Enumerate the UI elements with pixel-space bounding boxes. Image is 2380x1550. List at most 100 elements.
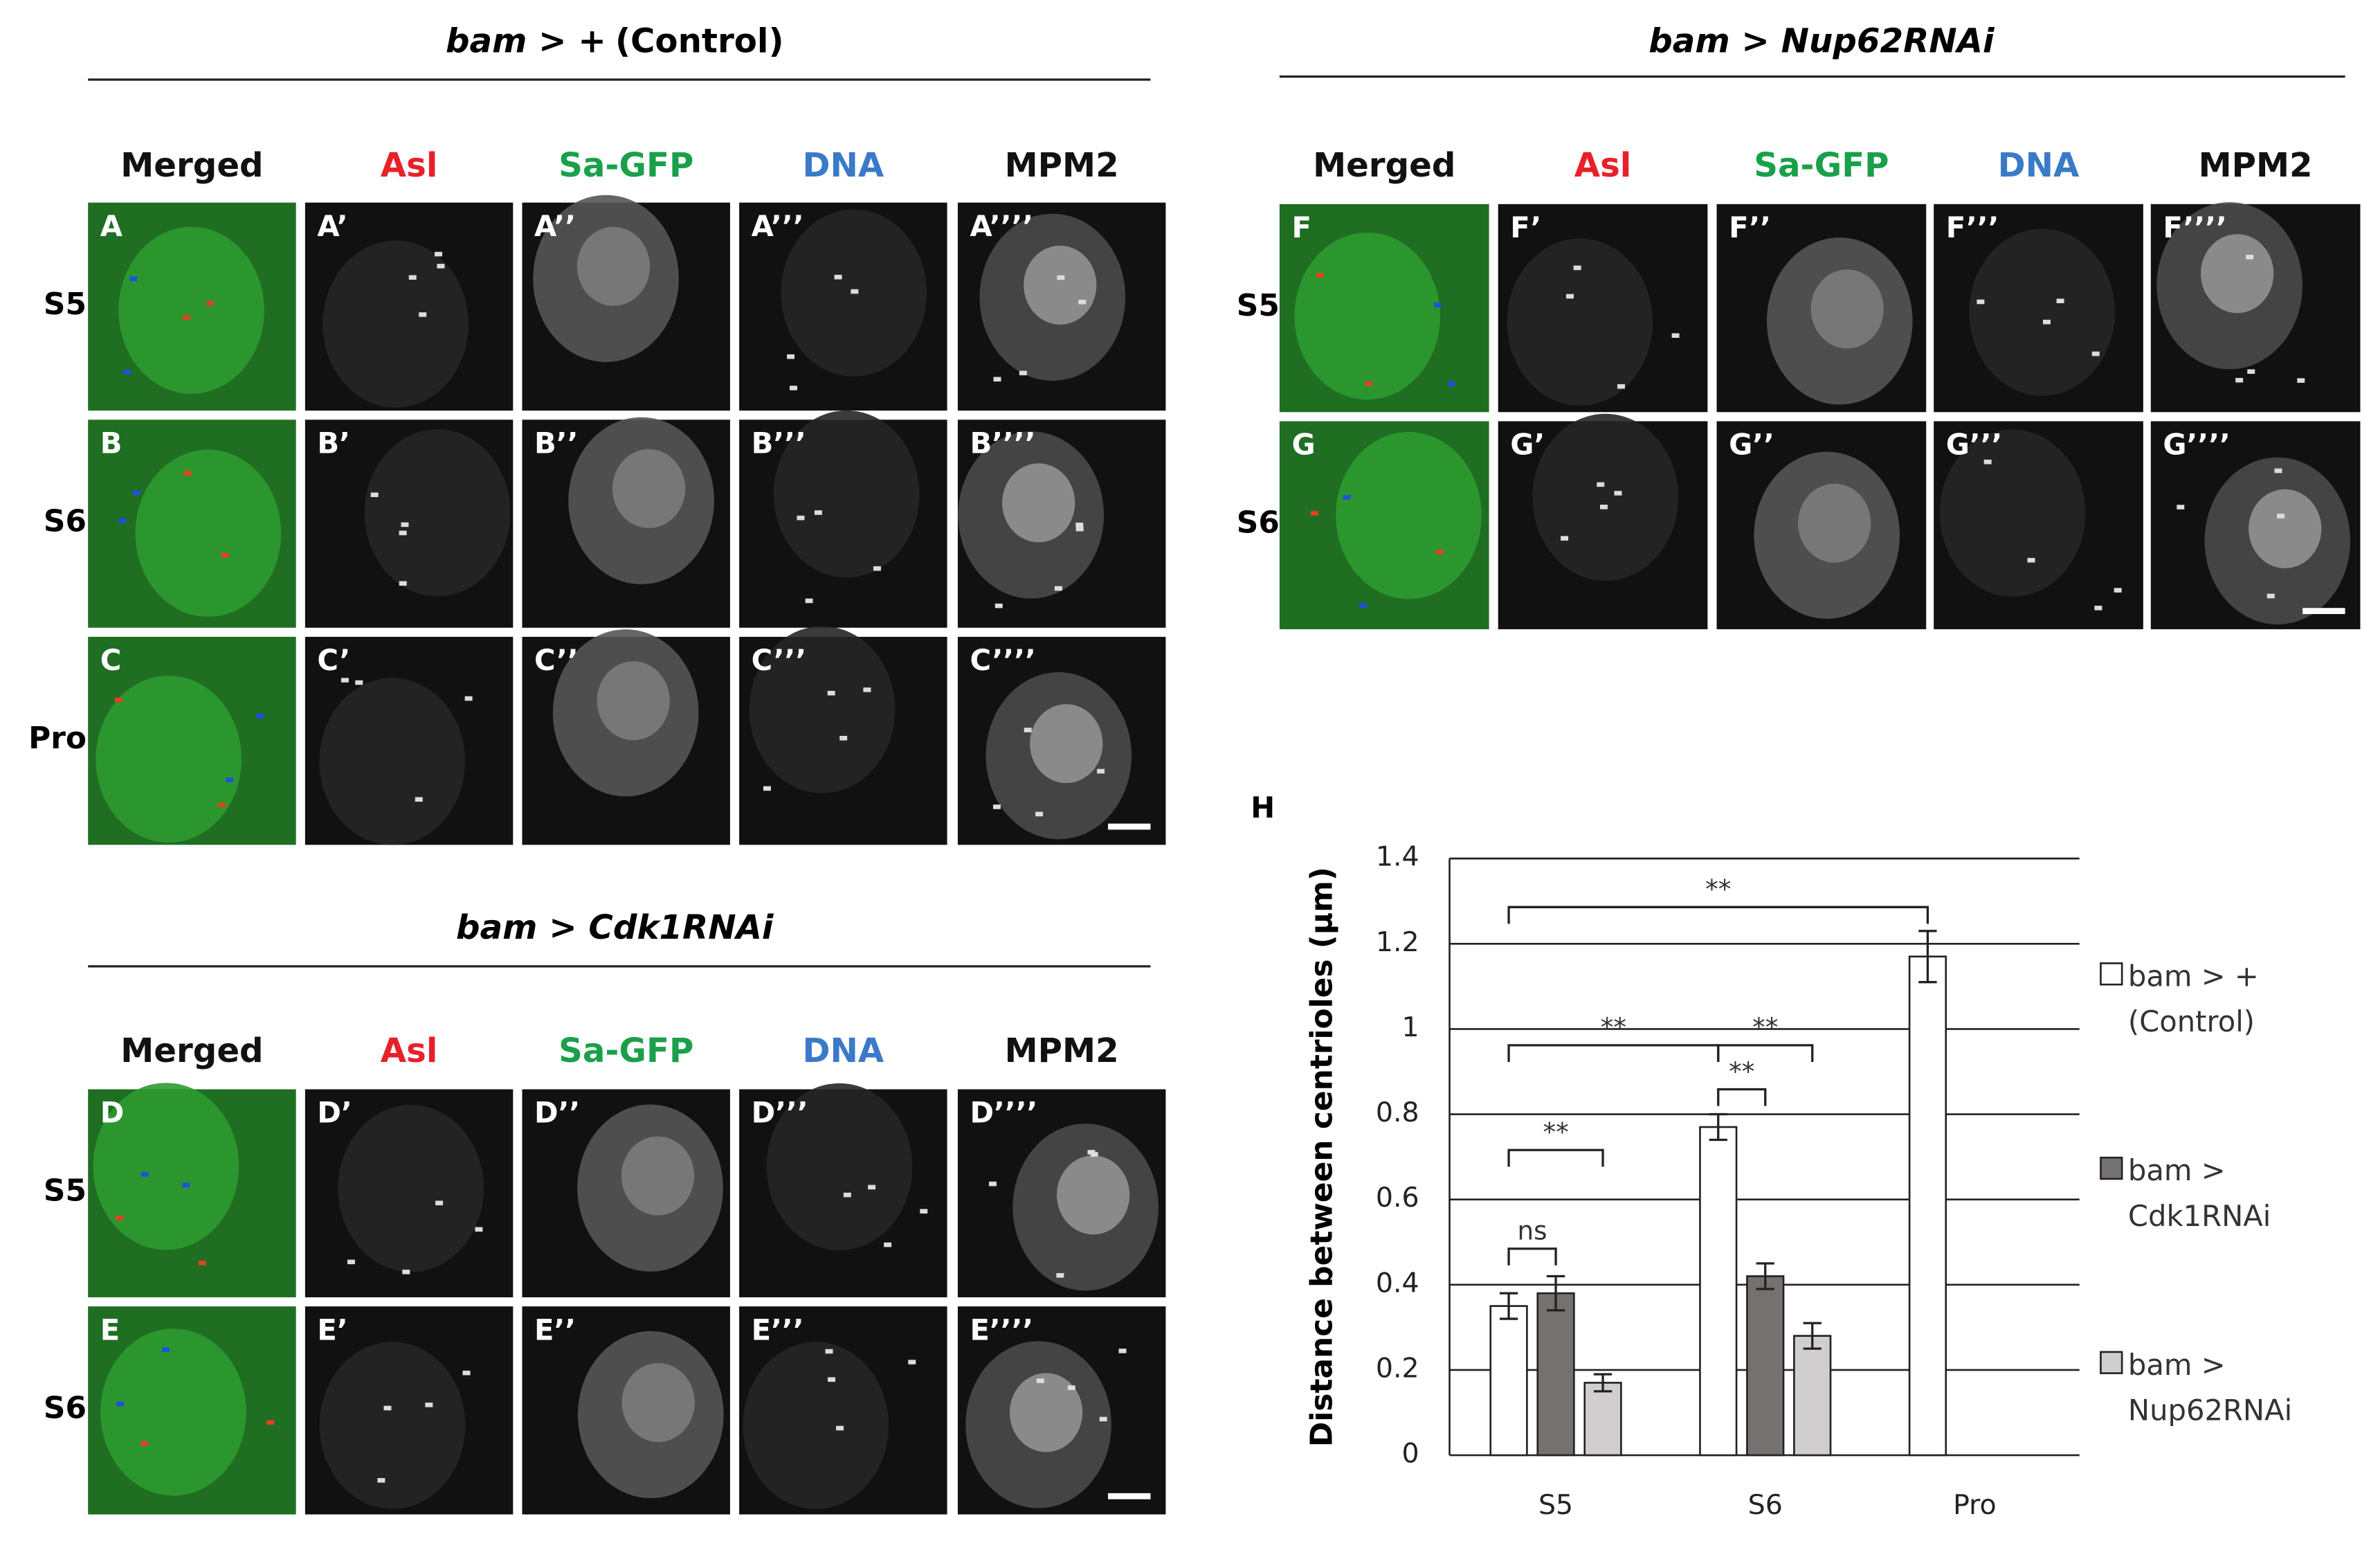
bar: [1746, 1275, 1785, 1457]
row-label: S6: [44, 1390, 87, 1425]
spot: [1671, 333, 1680, 338]
y-tick-label: 0.6: [1376, 1182, 1419, 1214]
column-header: DNA: [1998, 146, 2080, 185]
bar: [1793, 1335, 1832, 1457]
y-tick-label: 1: [1402, 1011, 1419, 1043]
spot: [1600, 505, 1608, 510]
spot: [129, 276, 138, 281]
cell: [93, 1083, 239, 1250]
cell: [319, 1342, 466, 1509]
panel-letter: D’: [317, 1096, 352, 1130]
spot: [377, 1478, 385, 1483]
cell: [323, 240, 469, 408]
spot: [2056, 298, 2064, 303]
bar: [1908, 955, 1947, 1457]
x-tick-label: S5: [1538, 1489, 1573, 1521]
spot: [843, 1192, 851, 1198]
significance-label: **: [1601, 1012, 1626, 1043]
nucleus: [1002, 463, 1075, 543]
spot: [1597, 482, 1605, 487]
column-header: Sa-GFP: [558, 1031, 693, 1070]
nucleus: [576, 226, 651, 306]
y-axis-label: Distance between centrioles (µm): [1305, 867, 1340, 1447]
bar: [1699, 1126, 1738, 1457]
nucleus: [621, 1362, 695, 1443]
legend-swatch: [2100, 1351, 2123, 1374]
scale-bar: [2302, 608, 2345, 615]
spot: [2027, 557, 2035, 563]
panel-letter: E’: [317, 1313, 347, 1346]
spot: [462, 1370, 471, 1376]
spot: [464, 696, 473, 701]
spot: [1617, 384, 1625, 389]
column-header: MPM2: [2199, 146, 2313, 185]
spot: [340, 678, 349, 683]
spot: [2267, 593, 2275, 599]
scale-bar: [1108, 823, 1151, 830]
spot: [1614, 491, 1622, 496]
title-part: bam > +: [446, 21, 606, 60]
spot: [828, 1377, 835, 1382]
cell: [364, 429, 511, 597]
row-label: Pro: [28, 721, 87, 756]
legend-label: bam > Cdk1RNAi: [2127, 1154, 2271, 1234]
row-label: S5: [1237, 288, 1280, 323]
spot: [827, 690, 835, 696]
panel-letter: A’’: [534, 209, 576, 243]
spot: [116, 1401, 125, 1407]
spot: [183, 471, 192, 476]
spot: [1057, 275, 1065, 280]
cell: [1939, 429, 2086, 597]
spot: [1433, 303, 1442, 307]
panel-letter: G’’: [1729, 428, 1774, 462]
panel-letter: G: [1291, 428, 1315, 462]
spot: [221, 552, 229, 558]
spot: [347, 1259, 355, 1265]
spot: [1561, 536, 1569, 541]
spot: [2235, 377, 2244, 383]
significance-label: ns: [1518, 1216, 1547, 1246]
panel-letter: A’’’’: [970, 209, 1033, 243]
spot: [1090, 1152, 1098, 1157]
spot: [355, 680, 363, 685]
spot: [435, 251, 442, 257]
panel-letter: E’’’: [752, 1313, 804, 1346]
cell: [135, 449, 282, 617]
spot: [763, 786, 771, 791]
significance-label: **: [1543, 1117, 1568, 1147]
cell: [100, 1328, 246, 1496]
error-bar: [1803, 1322, 1822, 1350]
panel-letter: C’’’’: [970, 643, 1035, 677]
significance-bracket: [1717, 1088, 1767, 1106]
cell: [338, 1105, 484, 1272]
spot: [198, 1261, 206, 1265]
spot: [475, 1227, 483, 1232]
spot: [402, 1270, 410, 1274]
spot: [851, 289, 859, 294]
spot: [2114, 588, 2122, 593]
spot: [836, 1425, 844, 1431]
bar: [1489, 1305, 1528, 1457]
spot: [401, 522, 409, 528]
panel-letter: A: [100, 209, 123, 243]
title-part: bam > Cdk1RNAi: [456, 908, 774, 947]
spot: [1056, 1273, 1064, 1278]
spot: [123, 370, 131, 375]
spot: [839, 735, 848, 741]
spot: [1036, 1378, 1044, 1383]
spot: [383, 1405, 392, 1411]
spot: [140, 1172, 149, 1177]
nucleus: [1810, 269, 1884, 349]
spot: [1035, 811, 1044, 817]
spot: [2247, 369, 2255, 375]
spot: [797, 515, 805, 521]
y-tick-label: 0.2: [1376, 1352, 1419, 1384]
cell: [319, 678, 465, 845]
spot: [789, 386, 797, 390]
panel-letter: H: [1251, 791, 1275, 824]
panel-letter: F’: [1510, 210, 1541, 244]
spot: [1067, 1385, 1075, 1390]
panel-letter: A’’’: [752, 209, 804, 243]
column-header: Asl: [381, 146, 438, 185]
